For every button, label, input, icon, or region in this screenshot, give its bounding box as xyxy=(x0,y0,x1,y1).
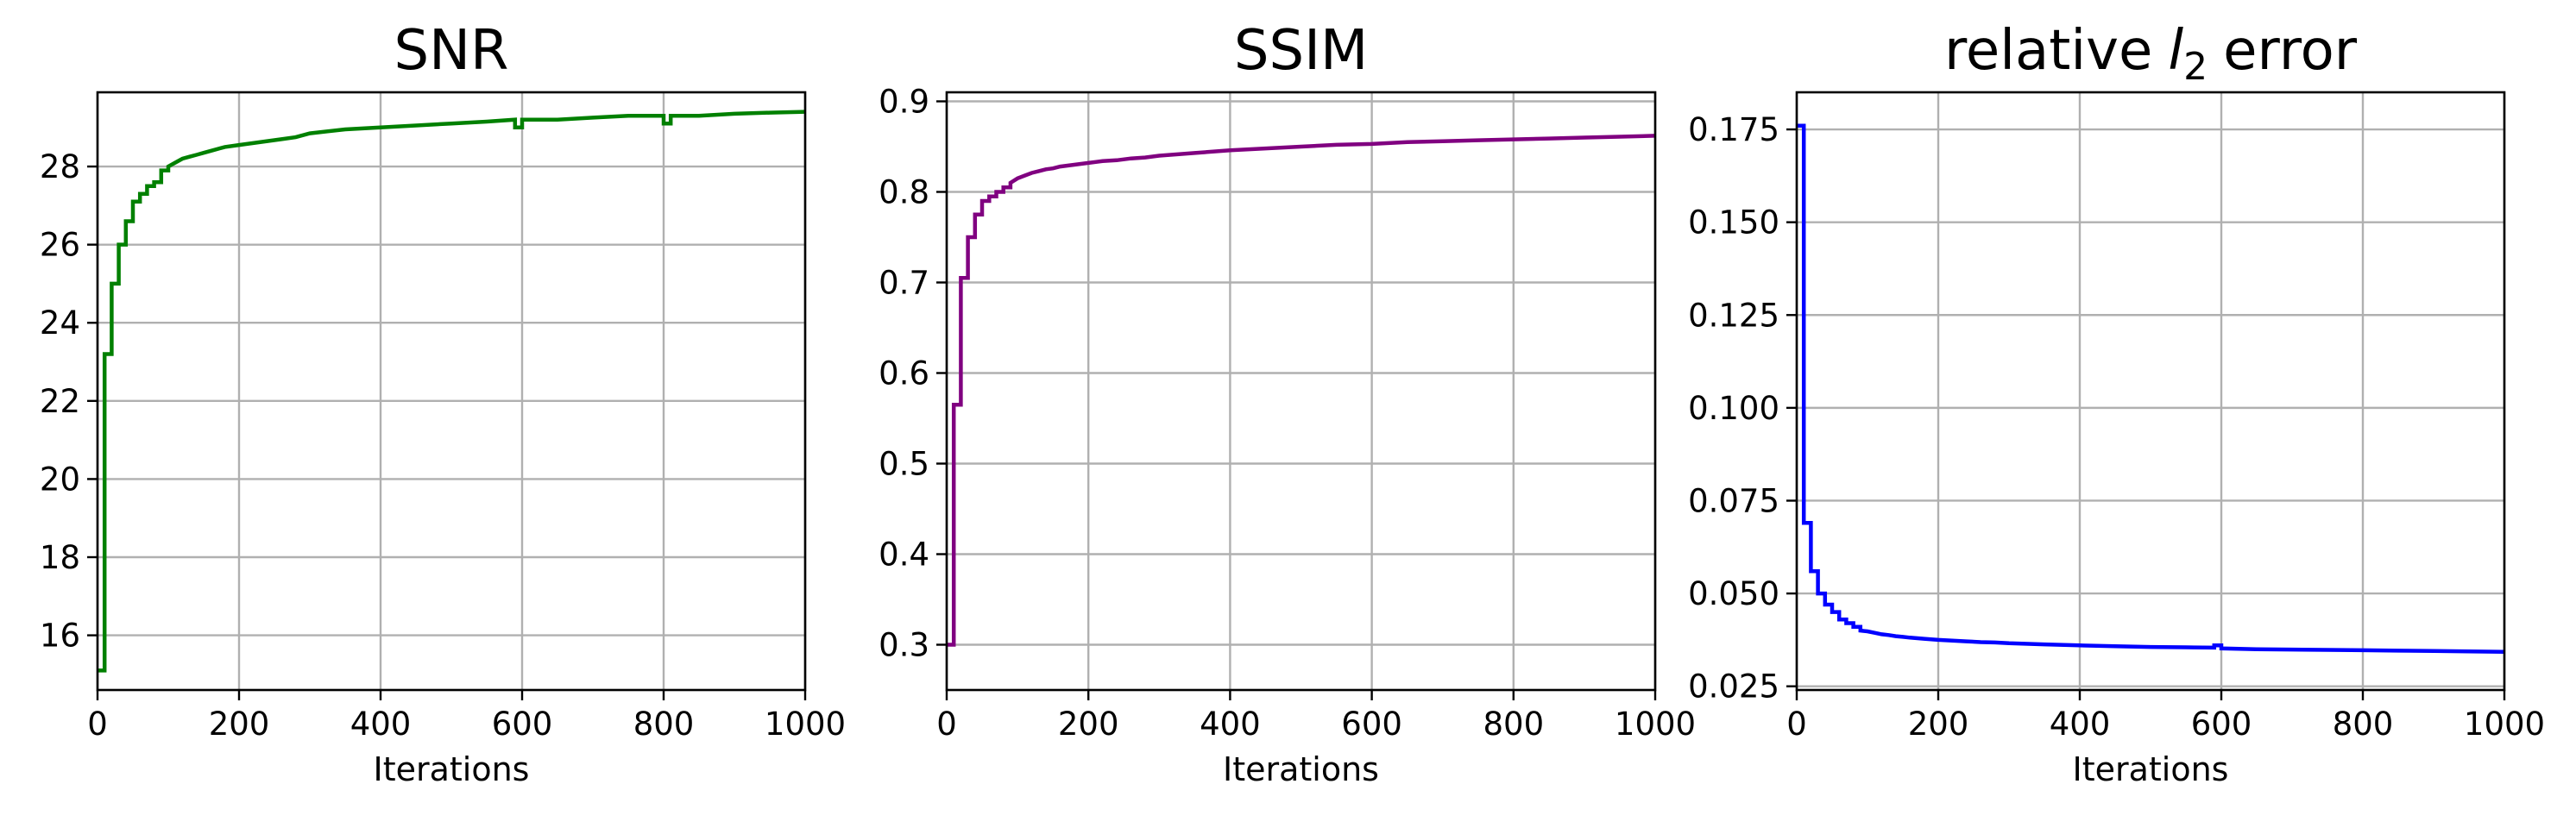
y-tick-label: 20 xyxy=(40,461,80,498)
x-tick-label: 400 xyxy=(350,706,412,743)
x-tick-label: 200 xyxy=(209,706,270,743)
x-tick-label: 1000 xyxy=(765,706,846,743)
y-tick-label: 0.175 xyxy=(1688,111,1779,148)
chart-title-suffix: error xyxy=(2223,19,2358,83)
x-tick-label: 400 xyxy=(1200,706,1261,743)
x-axis-label: Iterations xyxy=(374,750,530,788)
chart-title-text: relative xyxy=(1944,19,2152,83)
chart-panel-0: 0 200 400 600 800 1000 16 18 20 22 24 26 28 Iteration… xyxy=(40,19,846,788)
x-axis-label: Iterations xyxy=(2073,750,2229,788)
y-tick-label: 28 xyxy=(40,148,80,185)
chart-title-math: l xyxy=(2168,19,2183,83)
series-line xyxy=(1797,123,2505,654)
plot-frame xyxy=(96,91,807,692)
y-tick-label: 0.5 xyxy=(879,446,929,483)
chart-title: relative l2 error xyxy=(1944,19,2358,89)
x-tick-label: 200 xyxy=(1058,706,1119,743)
x-tick-label: 1000 xyxy=(2464,706,2545,743)
x-tick-label: 200 xyxy=(1908,706,1969,743)
y-tick-label: 16 xyxy=(40,618,80,655)
chart-title-subscript: 2 xyxy=(2183,45,2208,89)
y-tick-label: 26 xyxy=(40,227,80,264)
y-tick-label: 0.150 xyxy=(1688,204,1779,242)
chart-title-text: SNR xyxy=(394,19,509,83)
y-tick-label: 0.9 xyxy=(879,84,929,121)
y-tick-label: 0.8 xyxy=(879,174,929,211)
chart-title: SSIM xyxy=(1234,19,1368,83)
y-tick-label: 18 xyxy=(40,539,80,576)
y-tick-label: 0.7 xyxy=(879,265,929,302)
plot-frame xyxy=(1795,91,2506,692)
x-tick-label: 800 xyxy=(1483,706,1544,743)
y-tick-label: 0.100 xyxy=(1688,390,1779,427)
series-line xyxy=(947,134,1656,647)
x-tick-label: 800 xyxy=(2333,706,2394,743)
chart-title: SNR xyxy=(394,19,509,83)
x-tick-label: 0 xyxy=(1786,706,1807,743)
chart-panel-1: 0 200 400 600 800 1000 0.3 0.4 0.5 0.6 0.7 0.8 0.9 It… xyxy=(879,19,1696,788)
x-tick-label: 800 xyxy=(633,706,695,743)
chart-panel-2: 0 200 400 600 800 1000 0.025 0.050 0.075 0.100 0.1… xyxy=(1688,19,2545,788)
x-tick-label: 0 xyxy=(87,706,108,743)
x-axis-label: Iterations xyxy=(1223,750,1379,788)
y-tick-label: 0.025 xyxy=(1688,668,1779,706)
x-tick-label: 600 xyxy=(492,706,553,743)
y-tick-label: 0.075 xyxy=(1688,482,1779,519)
series-line xyxy=(98,110,806,673)
y-tick-label: 0.125 xyxy=(1688,297,1779,334)
y-tick-label: 22 xyxy=(40,383,80,420)
plot-frame xyxy=(945,91,1657,692)
x-tick-label: 400 xyxy=(2050,706,2111,743)
y-tick-label: 0.6 xyxy=(879,355,929,392)
x-tick-label: 1000 xyxy=(1615,706,1696,743)
y-tick-label: 0.050 xyxy=(1688,575,1779,612)
y-tick-label: 24 xyxy=(40,304,80,342)
x-tick-label: 600 xyxy=(2191,706,2252,743)
x-tick-label: 600 xyxy=(1341,706,1402,743)
x-tick-label: 0 xyxy=(936,706,957,743)
y-tick-label: 0.4 xyxy=(879,536,929,574)
chart-title-text: SSIM xyxy=(1234,19,1368,83)
y-tick-label: 0.3 xyxy=(879,627,929,664)
